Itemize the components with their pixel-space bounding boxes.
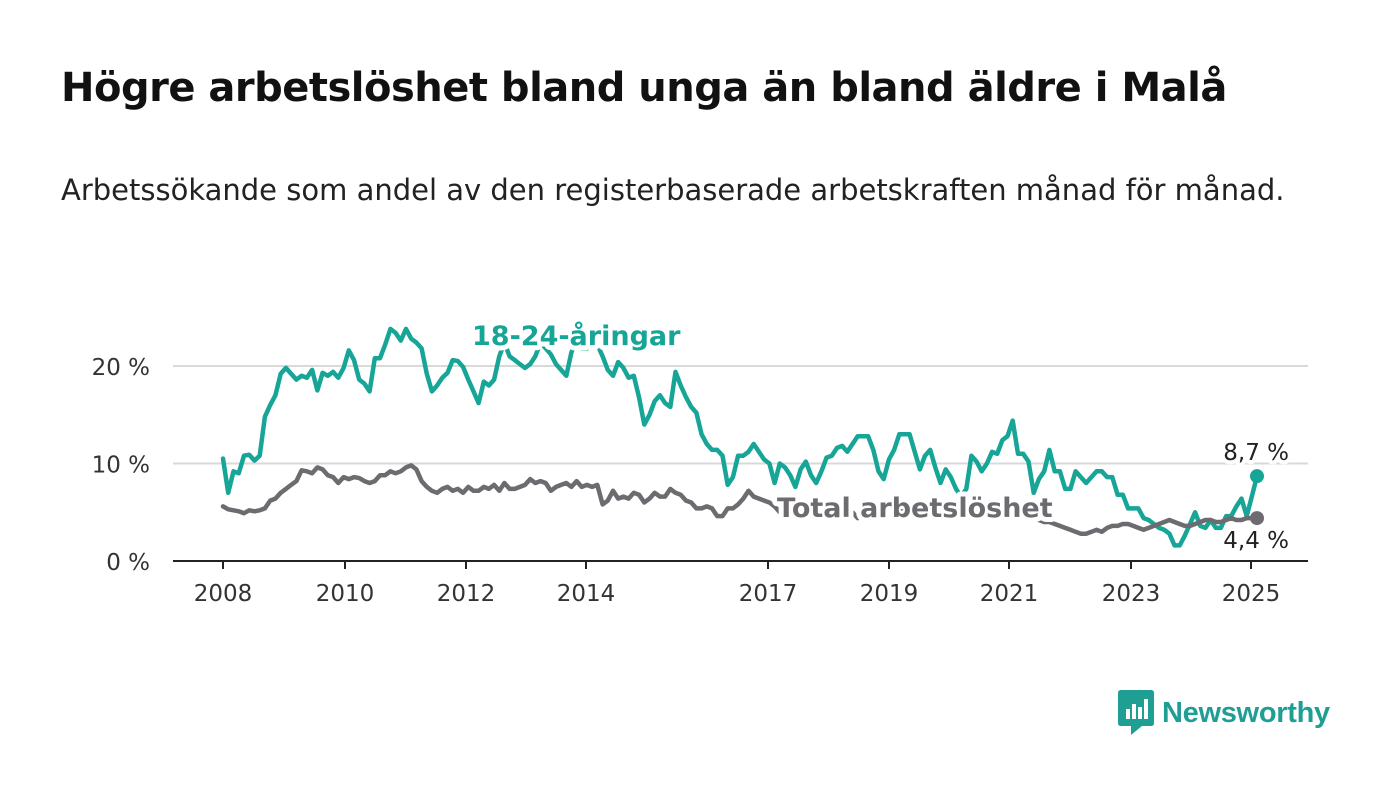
y-axis-ticks: 0 % 10 % 20 % — [92, 355, 150, 576]
end-value-total: 4,4 % — [1223, 528, 1289, 554]
brand-name: Newsworthy — [1162, 696, 1330, 729]
x-tick-label: 2023 — [1102, 581, 1161, 607]
series-line-youth — [220, 326, 1260, 548]
series-lines — [220, 326, 1260, 548]
x-tick-label: 2021 — [980, 581, 1039, 607]
y-tick-label: 0 % — [106, 550, 150, 576]
x-tick-label: 2012 — [437, 581, 496, 607]
x-axis-ticks: 2008 2010 2012 2014 2017 2019 2021 2023 2025 — [194, 561, 1281, 607]
grid-lines — [173, 365, 1308, 562]
end-marker-youth — [1250, 469, 1264, 484]
end-marker-total — [1250, 511, 1264, 526]
chart-title: Högre arbetslöshet bland unga än bland ä… — [61, 65, 1227, 111]
x-tick-label: 2008 — [194, 581, 253, 607]
series-label-youth-halo: 18-24-åringar — [472, 320, 681, 352]
newsworthy-logo-icon — [1118, 690, 1154, 735]
y-tick-label: 10 % — [92, 453, 150, 479]
end-value-halo: 4,4 % — [1223, 528, 1289, 554]
series-label-total: Total arbetslöshet — [777, 493, 1053, 524]
end-value-halo: 8,7 % — [1223, 440, 1289, 466]
newsworthy-logo: Newsworthy — [1118, 688, 1330, 738]
x-tick-label: 2010 — [316, 581, 375, 607]
series-line-total — [220, 463, 1260, 536]
x-tick-label: 2014 — [557, 581, 616, 607]
series-label-youth: 18-24-åringar — [472, 320, 681, 352]
chart-subtitle: Arbetssökande som andel av den registerb… — [61, 173, 1285, 207]
series-label-total-halo: Total arbetslöshet — [777, 493, 1053, 524]
x-tick-label: 2025 — [1222, 581, 1281, 607]
x-tick-label: 2017 — [739, 581, 798, 607]
end-value-youth: 8,7 % — [1223, 440, 1289, 466]
x-tick-label: 2019 — [860, 581, 919, 607]
y-tick-label: 20 % — [92, 355, 150, 381]
